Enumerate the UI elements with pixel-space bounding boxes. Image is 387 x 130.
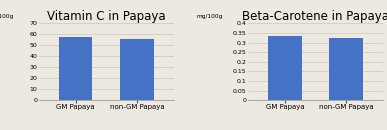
Title: Beta-Carotene in Papaya: Beta-Carotene in Papaya [242, 10, 387, 23]
Bar [59, 37, 92, 100]
Title: Vitamin C in Papaya: Vitamin C in Papaya [47, 10, 166, 23]
Text: mg/100g: mg/100g [0, 14, 14, 19]
Bar [268, 36, 302, 100]
Bar [120, 39, 154, 100]
Bar [329, 38, 363, 100]
Text: mg/100g: mg/100g [197, 14, 223, 19]
